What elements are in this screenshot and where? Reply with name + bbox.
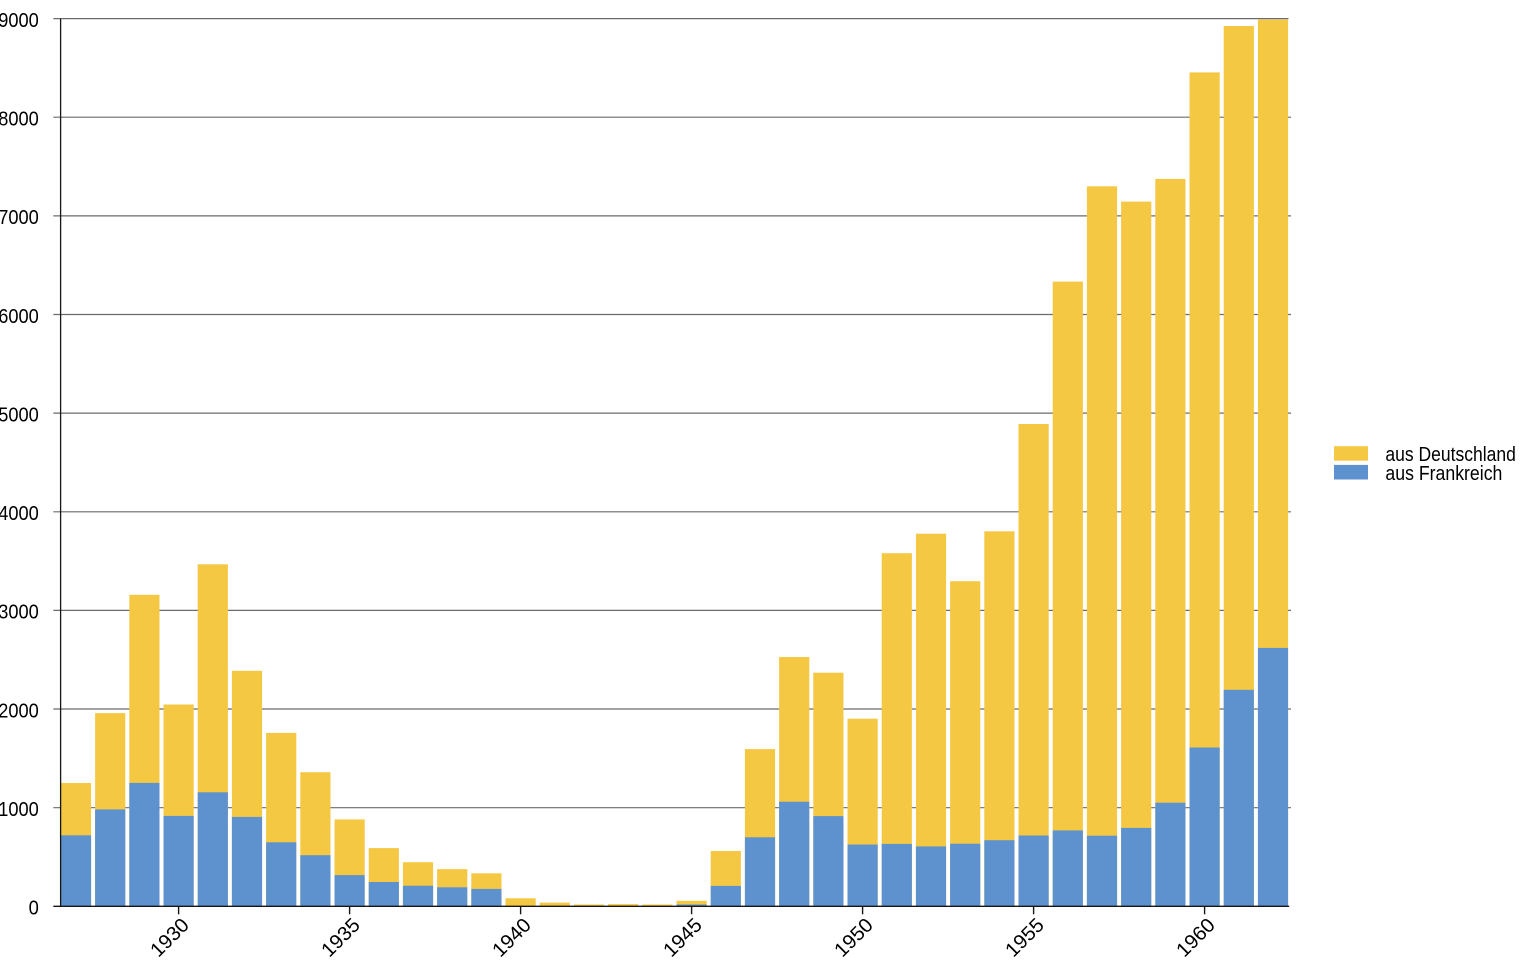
svg-text:6000: 6000 <box>0 305 39 328</box>
svg-text:1000: 1000 <box>0 798 39 821</box>
svg-text:aus Deutschland: aus Deutschland <box>1385 444 1516 466</box>
svg-text:aus Frankreich: aus Frankreich <box>1385 463 1502 485</box>
svg-text:4000: 4000 <box>0 502 39 525</box>
svg-text:8000: 8000 <box>0 108 39 131</box>
svg-text:3000: 3000 <box>0 601 39 624</box>
svg-text:2000: 2000 <box>0 699 39 722</box>
svg-text:9000: 9000 <box>0 9 39 32</box>
svg-text:7000: 7000 <box>0 206 39 229</box>
svg-text:5000: 5000 <box>0 403 39 426</box>
svg-text:0: 0 <box>29 897 39 920</box>
